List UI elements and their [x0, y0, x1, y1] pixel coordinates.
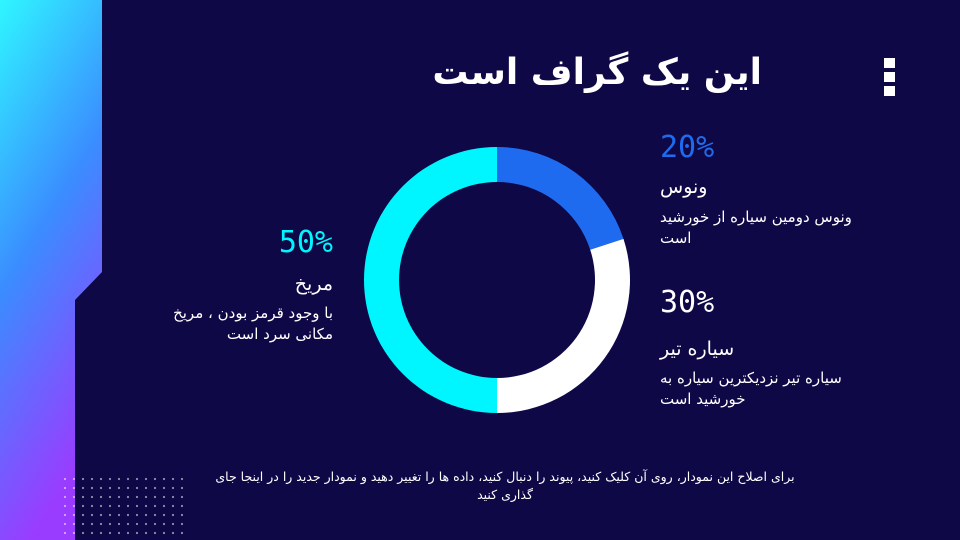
dot-pattern — [62, 475, 187, 540]
category-label: ونوس — [660, 176, 708, 198]
value-label: 30% — [660, 285, 715, 320]
footnote: برای اصلاح این نمودار، روی آن کلیک کنید،… — [215, 469, 795, 502]
category-label: سیاره تیر — [660, 338, 735, 360]
side-band — [0, 0, 102, 540]
category-label: مریخ — [294, 273, 333, 295]
menu-square — [884, 72, 895, 82]
menu-square — [884, 58, 895, 68]
category-description: سیاره تیر نزدیکترین سیاره به خورشید است — [660, 369, 842, 408]
value-label: 50% — [278, 225, 333, 260]
category-description: با وجود قرمز بودن ، مریخ مکانی سرد است — [173, 304, 333, 343]
chart-title: این یک گراف است — [432, 52, 762, 93]
menu-square — [884, 86, 895, 96]
category-description: ونوس دومین سیاره از خورشید است — [660, 208, 852, 247]
donut-slice — [497, 147, 624, 250]
value-label: 20% — [660, 130, 715, 165]
donut-slice — [364, 147, 497, 413]
donut-slice — [497, 238, 631, 413]
donut — [364, 147, 631, 413]
